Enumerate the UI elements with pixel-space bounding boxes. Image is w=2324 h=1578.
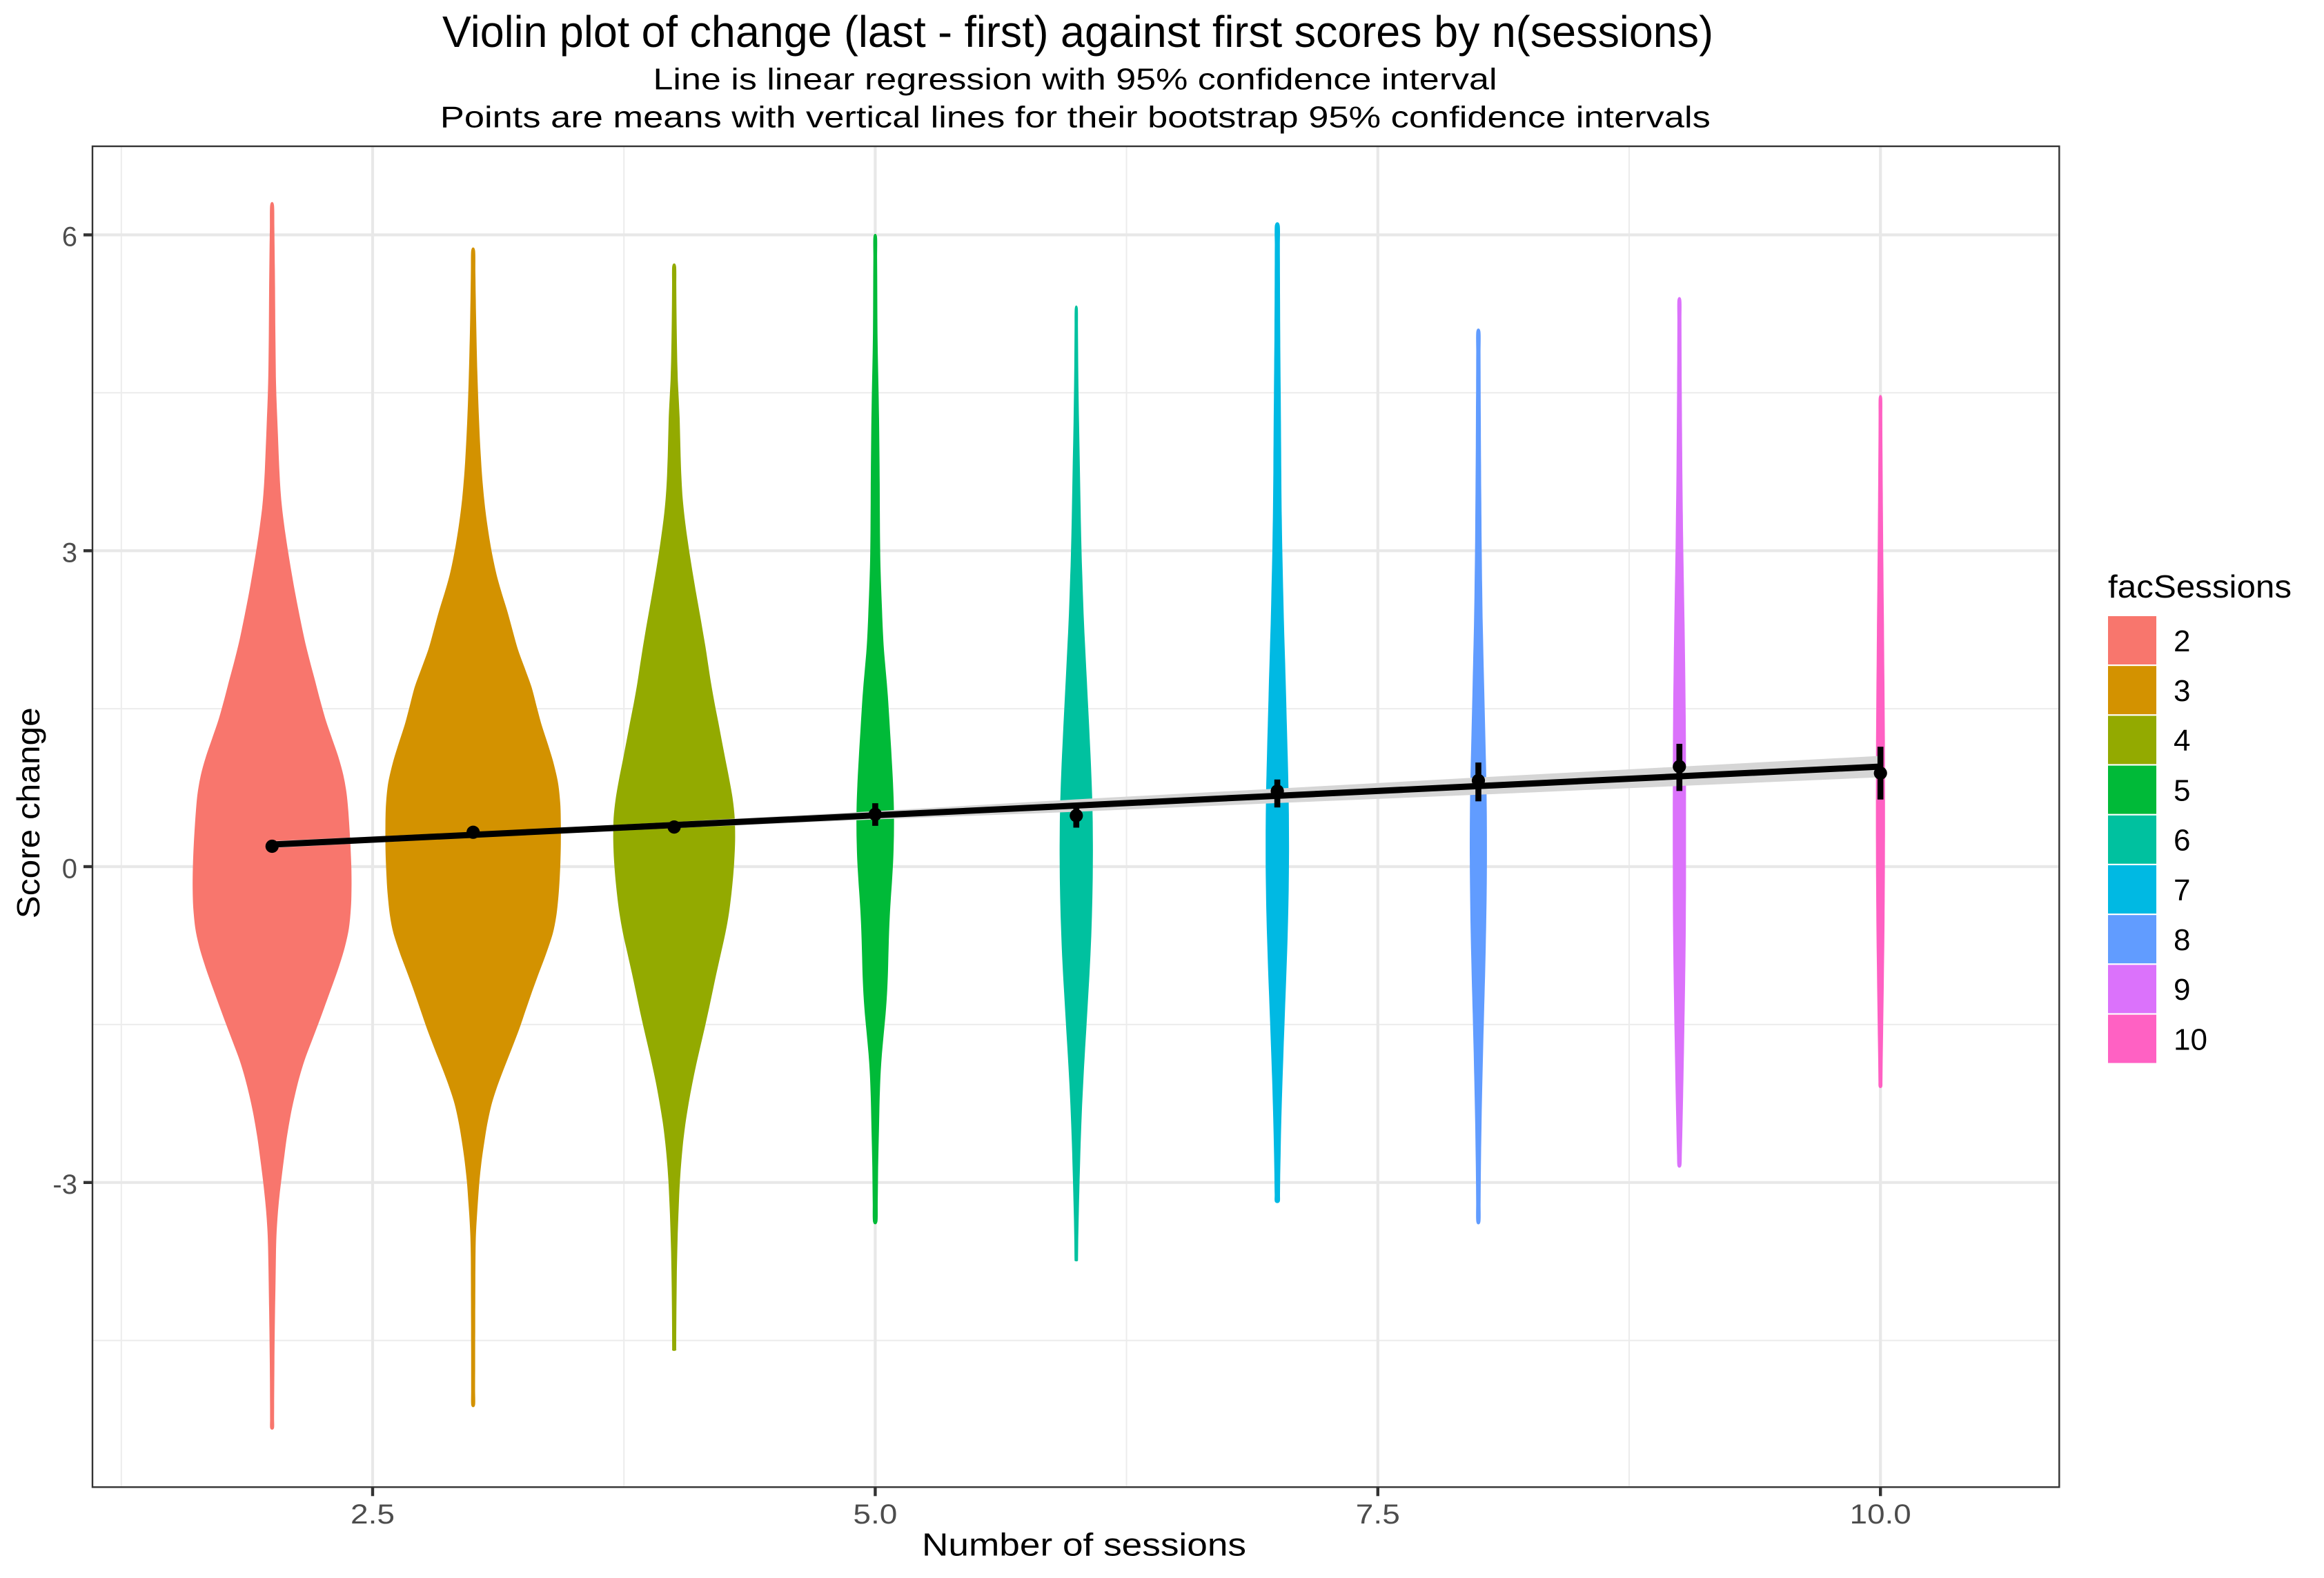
svg-text:Line is linear regression with: Line is linear regression with 95% confi… (653, 62, 1497, 96)
svg-text:9: 9 (2174, 973, 2190, 1007)
svg-text:Number of sessions: Number of sessions (922, 1527, 1246, 1563)
svg-text:7.5: 7.5 (1356, 1499, 1400, 1530)
svg-text:2.5: 2.5 (351, 1499, 395, 1530)
svg-text:0: 0 (62, 854, 77, 884)
svg-text:Violin plot of change (last -: Violin plot of change (last - first) aga… (442, 7, 1713, 57)
svg-text:6: 6 (62, 222, 77, 253)
svg-text:3: 3 (62, 538, 77, 569)
svg-text:-3: -3 (52, 1170, 77, 1200)
svg-text:5.0: 5.0 (853, 1499, 897, 1530)
svg-text:10.0: 10.0 (1850, 1499, 1911, 1530)
svg-text:5: 5 (2174, 773, 2190, 807)
svg-text:3: 3 (2174, 674, 2190, 708)
svg-text:7: 7 (2174, 874, 2190, 907)
svg-text:facSessions: facSessions (2108, 569, 2292, 604)
svg-text:8: 8 (2174, 923, 2190, 957)
svg-text:Points are means with vertical: Points are means with vertical lines for… (440, 101, 1711, 135)
svg-text:6: 6 (2174, 824, 2190, 858)
svg-text:Score change: Score change (10, 707, 46, 918)
svg-text:2: 2 (2174, 624, 2190, 658)
svg-text:4: 4 (2174, 724, 2190, 758)
svg-text:10: 10 (2174, 1023, 2207, 1056)
